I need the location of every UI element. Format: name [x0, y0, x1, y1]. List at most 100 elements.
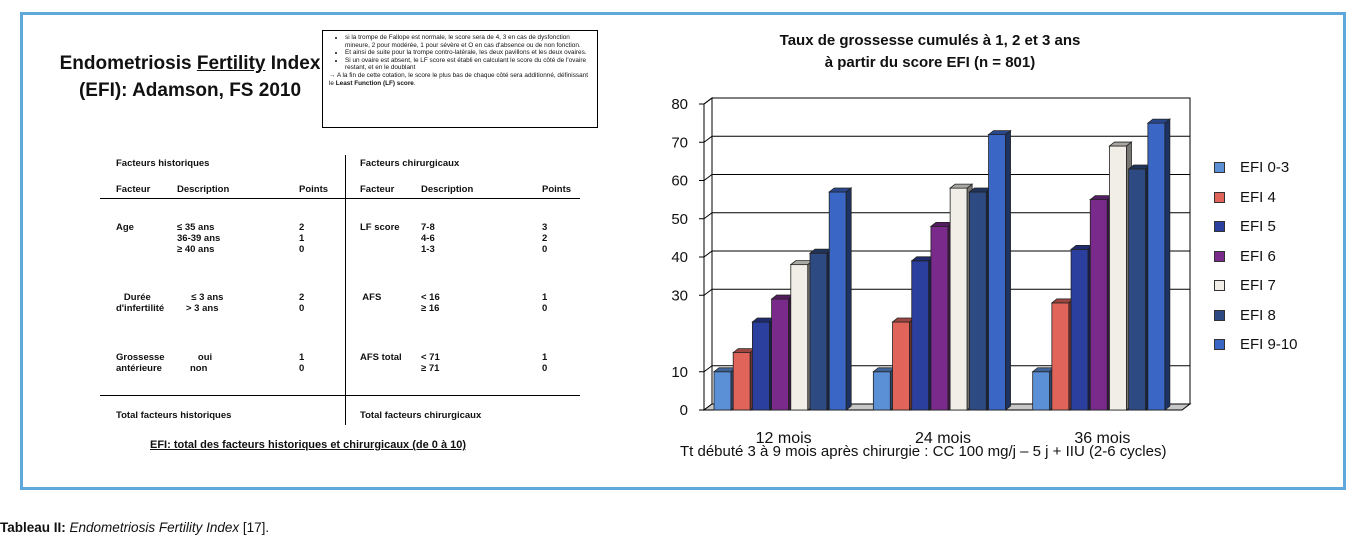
bar	[732, 347, 757, 411]
y-tick-label: 40	[671, 249, 688, 266]
y-tick-label: 10	[671, 364, 688, 381]
historic-row-factor: Age	[116, 222, 134, 233]
notes-box: si la trompe de Fallope est normale, le …	[322, 30, 598, 128]
legend-label: EFI 5	[1240, 218, 1276, 235]
legend-label: EFI 4	[1240, 188, 1276, 206]
bar	[910, 255, 935, 411]
chart-title: Taux de grossesse cumulés à 1, 2 et 3 an…	[779, 32, 1081, 71]
legend-label: EFI 0-3	[1240, 159, 1290, 176]
legend-item: EFI 6	[1214, 247, 1324, 267]
legend-swatch	[1214, 162, 1225, 173]
historic-row-desc: ≤ 35 ans 36-39 ans ≥ 40 ans	[177, 222, 221, 255]
surgical-row-desc: < 71 ≥ 71	[421, 352, 440, 374]
y-tick-label: 30	[671, 287, 688, 304]
historic-row-factor: Durée d'infertilité	[116, 292, 165, 314]
surgical-col-factor: Facteur	[360, 184, 395, 195]
surgical-row-points: 1 0	[542, 352, 548, 374]
legend-item: EFI 0-3	[1214, 158, 1324, 178]
bar	[789, 259, 814, 411]
legend-swatch	[1214, 339, 1225, 350]
surgical-col-points: Points	[542, 184, 572, 195]
gridline-side	[703, 288, 713, 296]
bar-chart: 0 10 30 40 50 60 70 80 12 mois 24 mois 36 mois	[671, 96, 1192, 447]
surgical-row-factor: AFS	[360, 292, 382, 303]
historic-col-factor: Facteur	[116, 184, 151, 195]
bar	[872, 366, 897, 411]
x-tick-label: 36 mois	[1074, 430, 1130, 447]
gridline-side	[703, 365, 713, 373]
surgical-row-desc: 7-8 4-6 1-3	[421, 222, 435, 255]
gridline-side	[703, 250, 713, 258]
gridline-side	[703, 212, 713, 220]
table-total-rule	[100, 395, 580, 396]
gridline-side	[703, 174, 713, 181]
bar	[929, 221, 955, 411]
historic-row-factor: Grossesse antérieure	[116, 352, 165, 374]
note-item: Et ainsi de suite pour la trompe contro-…	[345, 49, 591, 57]
bar	[808, 248, 834, 411]
legend-swatch	[1214, 191, 1225, 203]
bar	[1050, 298, 1076, 411]
surgical-col-desc: Description	[421, 184, 474, 195]
surgical-row-factor: AFS total	[360, 352, 402, 363]
legend-swatch	[1214, 309, 1225, 321]
bar	[1108, 141, 1133, 411]
bar	[1069, 244, 1095, 411]
surgical-row-desc: < 16 ≥ 16	[421, 292, 440, 314]
legend-item: EFI 4	[1214, 188, 1324, 208]
surgical-section-label: Facteurs chirurgicaux	[360, 158, 460, 169]
historic-col-desc: Description	[177, 184, 230, 195]
bar	[1146, 118, 1172, 411]
surgical-row-factor: LF score	[360, 222, 400, 233]
surgical-row-points: 1 0	[542, 292, 548, 314]
efi-total-note: EFI: total des facteurs historiques et c…	[150, 439, 467, 451]
legend-item: EFI 5	[1214, 217, 1324, 237]
note-item: si la trompe de Fallope est normale, le …	[345, 34, 591, 49]
legend-label: EFI 6	[1240, 247, 1276, 265]
gridline-side	[703, 97, 713, 105]
legend-item: EFI 7	[1214, 276, 1324, 296]
figure-caption: Tableau II: Endometriosis Fertility Inde…	[0, 520, 270, 535]
historic-total: Total facteurs historiques	[116, 410, 232, 421]
y-tick-label: 0	[680, 402, 688, 419]
gridline-side	[703, 135, 713, 143]
bar	[751, 317, 776, 411]
legend-item: EFI 9-10	[1214, 335, 1324, 355]
y-tick-label: 80	[671, 96, 688, 113]
legend-label: EFI 8	[1240, 306, 1276, 324]
chart-note: Tt débuté 3 à 9 mois après chirurgie : C…	[680, 443, 1167, 460]
historic-row-points: 1 0	[299, 352, 305, 374]
bar	[891, 317, 916, 411]
bar	[948, 183, 974, 411]
historic-row-desc: ≤ 3 ans > 3 ans	[186, 292, 224, 314]
y-tick-label: 60	[671, 173, 688, 190]
bar	[1089, 194, 1114, 411]
note-arrow-line: → A la fin de cette cotation, le score l…	[329, 71, 588, 87]
bar	[1127, 164, 1152, 411]
historic-row-points: 2 1 0	[299, 222, 305, 255]
bar	[987, 129, 1012, 411]
table-divider	[345, 155, 346, 425]
efi-title: Endometriosis Fertility Index (EFI): Ada…	[59, 53, 321, 101]
historic-row-points: 2 0	[299, 292, 305, 314]
y-tick-label: 50	[671, 211, 688, 228]
historic-section-label: Facteurs historiques	[116, 158, 210, 169]
legend-label: EFI 9-10	[1240, 336, 1298, 353]
legend-swatch	[1214, 221, 1225, 232]
bar	[712, 366, 738, 411]
x-tick-label: 12 mois	[756, 430, 812, 447]
bar	[968, 187, 993, 411]
legend-swatch	[1214, 250, 1225, 262]
legend-label: EFI 7	[1240, 277, 1276, 294]
legend-swatch	[1214, 280, 1225, 291]
table-header-rule	[100, 198, 580, 199]
bar	[1031, 366, 1056, 411]
surgical-row-points: 3 2 0	[542, 222, 548, 255]
y-tick-label: 70	[671, 134, 688, 151]
surgical-total: Total facteurs chirurgicaux	[360, 410, 482, 421]
note-item: Si un ovaire est absent, le LF score est…	[345, 57, 591, 72]
historic-row-desc: oui non	[190, 352, 213, 374]
historic-col-points: Points	[299, 184, 329, 195]
bar	[828, 187, 853, 411]
x-tick-label: 24 mois	[915, 430, 971, 447]
